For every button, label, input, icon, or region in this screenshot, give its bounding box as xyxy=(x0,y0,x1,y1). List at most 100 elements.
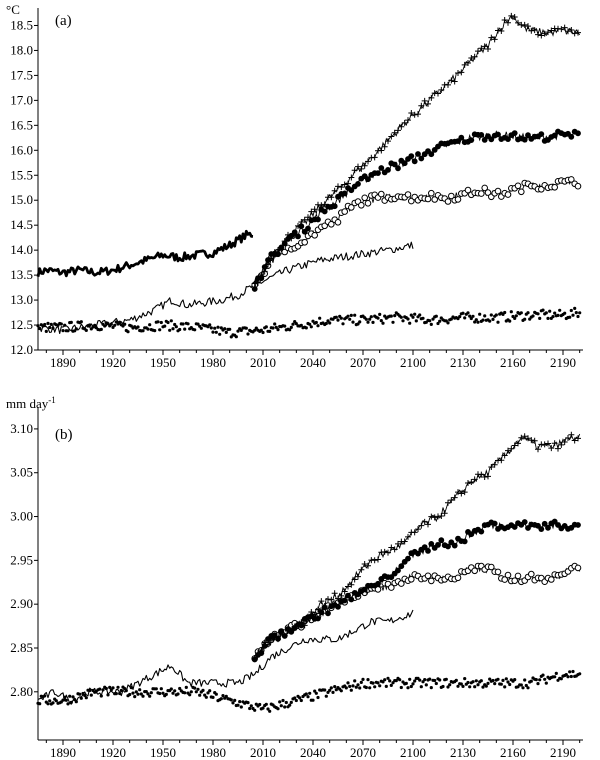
data-point xyxy=(351,684,355,688)
series-crosses xyxy=(251,12,581,287)
data-point xyxy=(289,325,293,329)
data-point xyxy=(471,567,479,575)
data-point xyxy=(68,694,72,698)
data-point xyxy=(314,320,318,325)
data-point xyxy=(433,678,437,683)
data-point xyxy=(521,433,528,440)
x-tick-label: 1980 xyxy=(200,355,226,370)
data-point xyxy=(208,323,212,327)
data-point xyxy=(249,704,253,708)
x-tick-label: 1890 xyxy=(50,355,76,370)
data-point xyxy=(251,286,258,292)
data-point xyxy=(574,182,582,190)
data-point xyxy=(325,596,331,603)
data-point xyxy=(578,311,582,315)
data-point xyxy=(515,440,521,447)
data-point xyxy=(289,700,293,705)
data-point xyxy=(568,133,575,140)
y-tick-label: 3.05 xyxy=(10,465,33,480)
data-point xyxy=(508,12,515,19)
data-point xyxy=(428,541,435,547)
data-point xyxy=(291,623,298,630)
data-point xyxy=(328,221,335,228)
data-point xyxy=(308,691,312,695)
data-point xyxy=(295,233,301,240)
data-point xyxy=(381,143,388,150)
data-point xyxy=(428,513,435,520)
data-point xyxy=(491,461,498,468)
data-point xyxy=(255,650,261,657)
data-point xyxy=(568,176,575,183)
data-point xyxy=(491,678,495,683)
data-point xyxy=(391,129,398,136)
data-point xyxy=(479,679,483,683)
data-point xyxy=(471,680,475,684)
data-point xyxy=(425,548,431,554)
data-point xyxy=(348,204,355,211)
data-point xyxy=(349,313,353,317)
data-point xyxy=(478,312,482,316)
data-point xyxy=(153,329,157,333)
data-point xyxy=(521,686,525,690)
data-point xyxy=(431,514,438,521)
data-point xyxy=(528,27,535,34)
x-tick-label: 1950 xyxy=(150,355,176,370)
data-point xyxy=(563,311,567,315)
data-point xyxy=(61,329,65,333)
data-point xyxy=(538,526,545,532)
data-point xyxy=(521,136,528,143)
data-point xyxy=(446,685,450,689)
data-point xyxy=(209,326,213,330)
data-point xyxy=(291,232,298,239)
data-point xyxy=(38,702,42,706)
data-point xyxy=(66,702,70,706)
data-point xyxy=(421,316,425,320)
data-point xyxy=(89,693,93,697)
data-point xyxy=(74,700,78,704)
data-point xyxy=(216,325,220,329)
data-point xyxy=(413,312,417,316)
data-point xyxy=(51,701,55,705)
data-point xyxy=(261,268,268,275)
data-point xyxy=(441,510,448,517)
data-point xyxy=(106,693,110,697)
data-point xyxy=(538,678,542,682)
data-point xyxy=(168,328,172,332)
data-point xyxy=(146,327,150,331)
data-point xyxy=(428,677,432,681)
panel-b-ylabel-superscript: -1 xyxy=(48,395,56,405)
data-point xyxy=(335,183,341,190)
data-point xyxy=(176,692,180,696)
data-point xyxy=(491,317,495,321)
data-point xyxy=(64,698,68,702)
data-point xyxy=(461,311,465,315)
data-point xyxy=(293,696,297,700)
data-point xyxy=(261,330,265,335)
data-point xyxy=(278,246,285,253)
data-point xyxy=(494,568,502,576)
data-point xyxy=(149,691,153,695)
data-point xyxy=(531,27,538,34)
data-point xyxy=(471,314,475,318)
data-point xyxy=(341,181,348,188)
data-point xyxy=(98,687,102,691)
data-point xyxy=(355,181,361,187)
data-point xyxy=(571,437,578,444)
data-point xyxy=(189,690,193,694)
data-point xyxy=(484,684,488,688)
data-point xyxy=(348,581,355,588)
data-point xyxy=(465,60,471,67)
data-point xyxy=(438,513,445,520)
data-point xyxy=(354,685,358,689)
data-point xyxy=(259,328,263,332)
data-point xyxy=(385,167,391,173)
series-line xyxy=(36,229,254,278)
data-point xyxy=(483,314,487,318)
data-point xyxy=(233,698,237,703)
data-point xyxy=(123,322,127,326)
data-point xyxy=(418,155,425,162)
y-tick-label: 13.5 xyxy=(10,267,33,282)
data-point xyxy=(409,313,413,317)
data-point xyxy=(491,520,498,527)
x-tick-label: 2100 xyxy=(400,355,426,370)
